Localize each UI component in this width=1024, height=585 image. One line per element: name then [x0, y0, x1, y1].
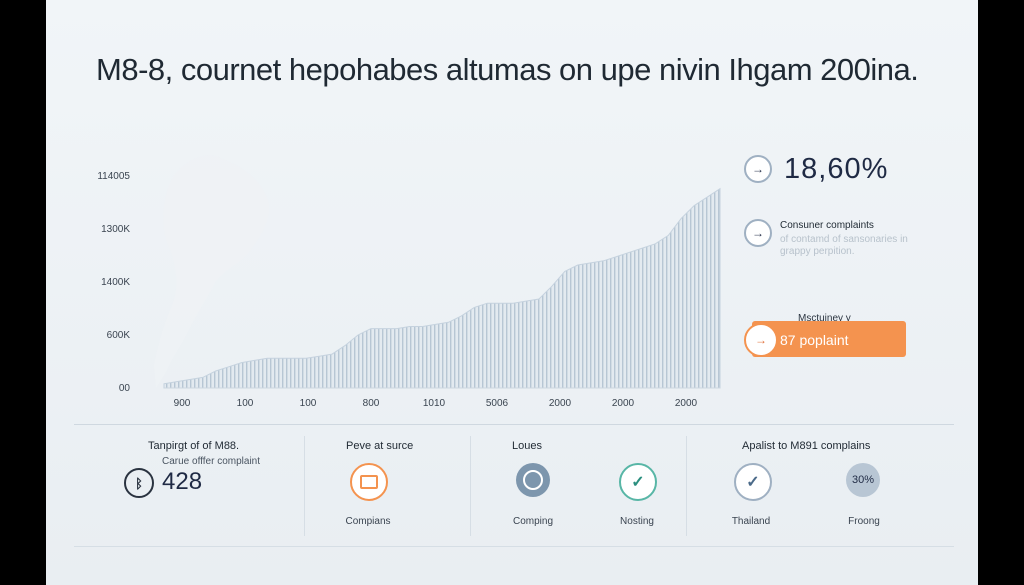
- y-tick-label: 114005: [97, 171, 130, 182]
- stat-value: 18,60%: [784, 153, 889, 185]
- y-tick-label: 00: [119, 383, 131, 394]
- y-tick-label: 1300K: [101, 224, 130, 235]
- section-1-heading: Tanpirgt of of M88.: [148, 440, 240, 452]
- area-series: [163, 187, 721, 389]
- percent-badge-text: 30%: [851, 474, 875, 486]
- x-tick-label: 800: [363, 398, 380, 409]
- bottom-divider: [74, 546, 954, 547]
- document-icon[interactable]: [350, 463, 388, 501]
- area-chart: 114005 1300K 1400K 600K 00 900 100 100 800 1010 5…: [97, 155, 721, 409]
- page-title: M8-8, cournet hepohabes altumas on upe n…: [96, 52, 919, 87]
- column-divider: [304, 436, 305, 536]
- x-tick-label: 100: [237, 398, 254, 409]
- section-2-label: Compians: [345, 516, 391, 527]
- arrow-icon-2[interactable]: →: [744, 219, 772, 247]
- globe-icon[interactable]: [516, 463, 550, 497]
- column-divider: [686, 436, 687, 536]
- section-3-label-2: Nosting: [620, 516, 654, 527]
- note-subtitle: of contamd of sansonaries in grappy perp…: [780, 234, 908, 257]
- x-tick-label: 2000: [549, 398, 572, 409]
- map-silhouette: [154, 155, 270, 388]
- x-axis: 900 100 100 800 1010 5006 2000 2000 2000: [174, 398, 698, 409]
- infographic-panel: M8-8, cournet hepohabes altumas on upe n…: [46, 0, 978, 585]
- x-tick-label: 100: [300, 398, 317, 409]
- check-icon[interactable]: ✓: [734, 463, 772, 501]
- note-title: Consuner complaints: [780, 220, 874, 231]
- checkmark-icon[interactable]: ✓: [619, 463, 657, 501]
- section-2-heading: Peve at surce: [346, 440, 414, 452]
- section-4-heading: Apalist to M891 complains: [742, 440, 871, 452]
- x-tick-label: 2000: [612, 398, 635, 409]
- y-tick-label: 1400K: [101, 277, 130, 288]
- section-1-value: 428: [162, 468, 203, 495]
- section-3-heading: Loues: [512, 440, 542, 452]
- section-divider: [74, 424, 954, 425]
- y-axis: 114005 1300K 1400K 600K 00: [97, 171, 130, 394]
- x-tick-label: 1010: [423, 398, 446, 409]
- x-tick-label: 900: [174, 398, 191, 409]
- x-tick-label: 2000: [675, 398, 698, 409]
- arrow-icon[interactable]: →: [744, 155, 772, 183]
- y-tick-label: 600K: [107, 330, 131, 341]
- column-divider: [470, 436, 471, 536]
- section-3-label-1: Comping: [512, 516, 554, 527]
- pill-caption: Msctuiney y: [798, 313, 851, 324]
- section-4-label-1: Thailand: [731, 516, 771, 527]
- percent-badge: 30%: [846, 463, 880, 497]
- pill-label: 87 poplaint: [780, 332, 849, 348]
- section-4-label-2: Froong: [848, 516, 880, 527]
- section-1-subtitle: Carue offfer complaint: [162, 456, 261, 467]
- play-icon[interactable]: →: [744, 323, 778, 357]
- x-tick-label: 5006: [486, 398, 509, 409]
- bluetooth-icon: ᛒ: [124, 468, 154, 498]
